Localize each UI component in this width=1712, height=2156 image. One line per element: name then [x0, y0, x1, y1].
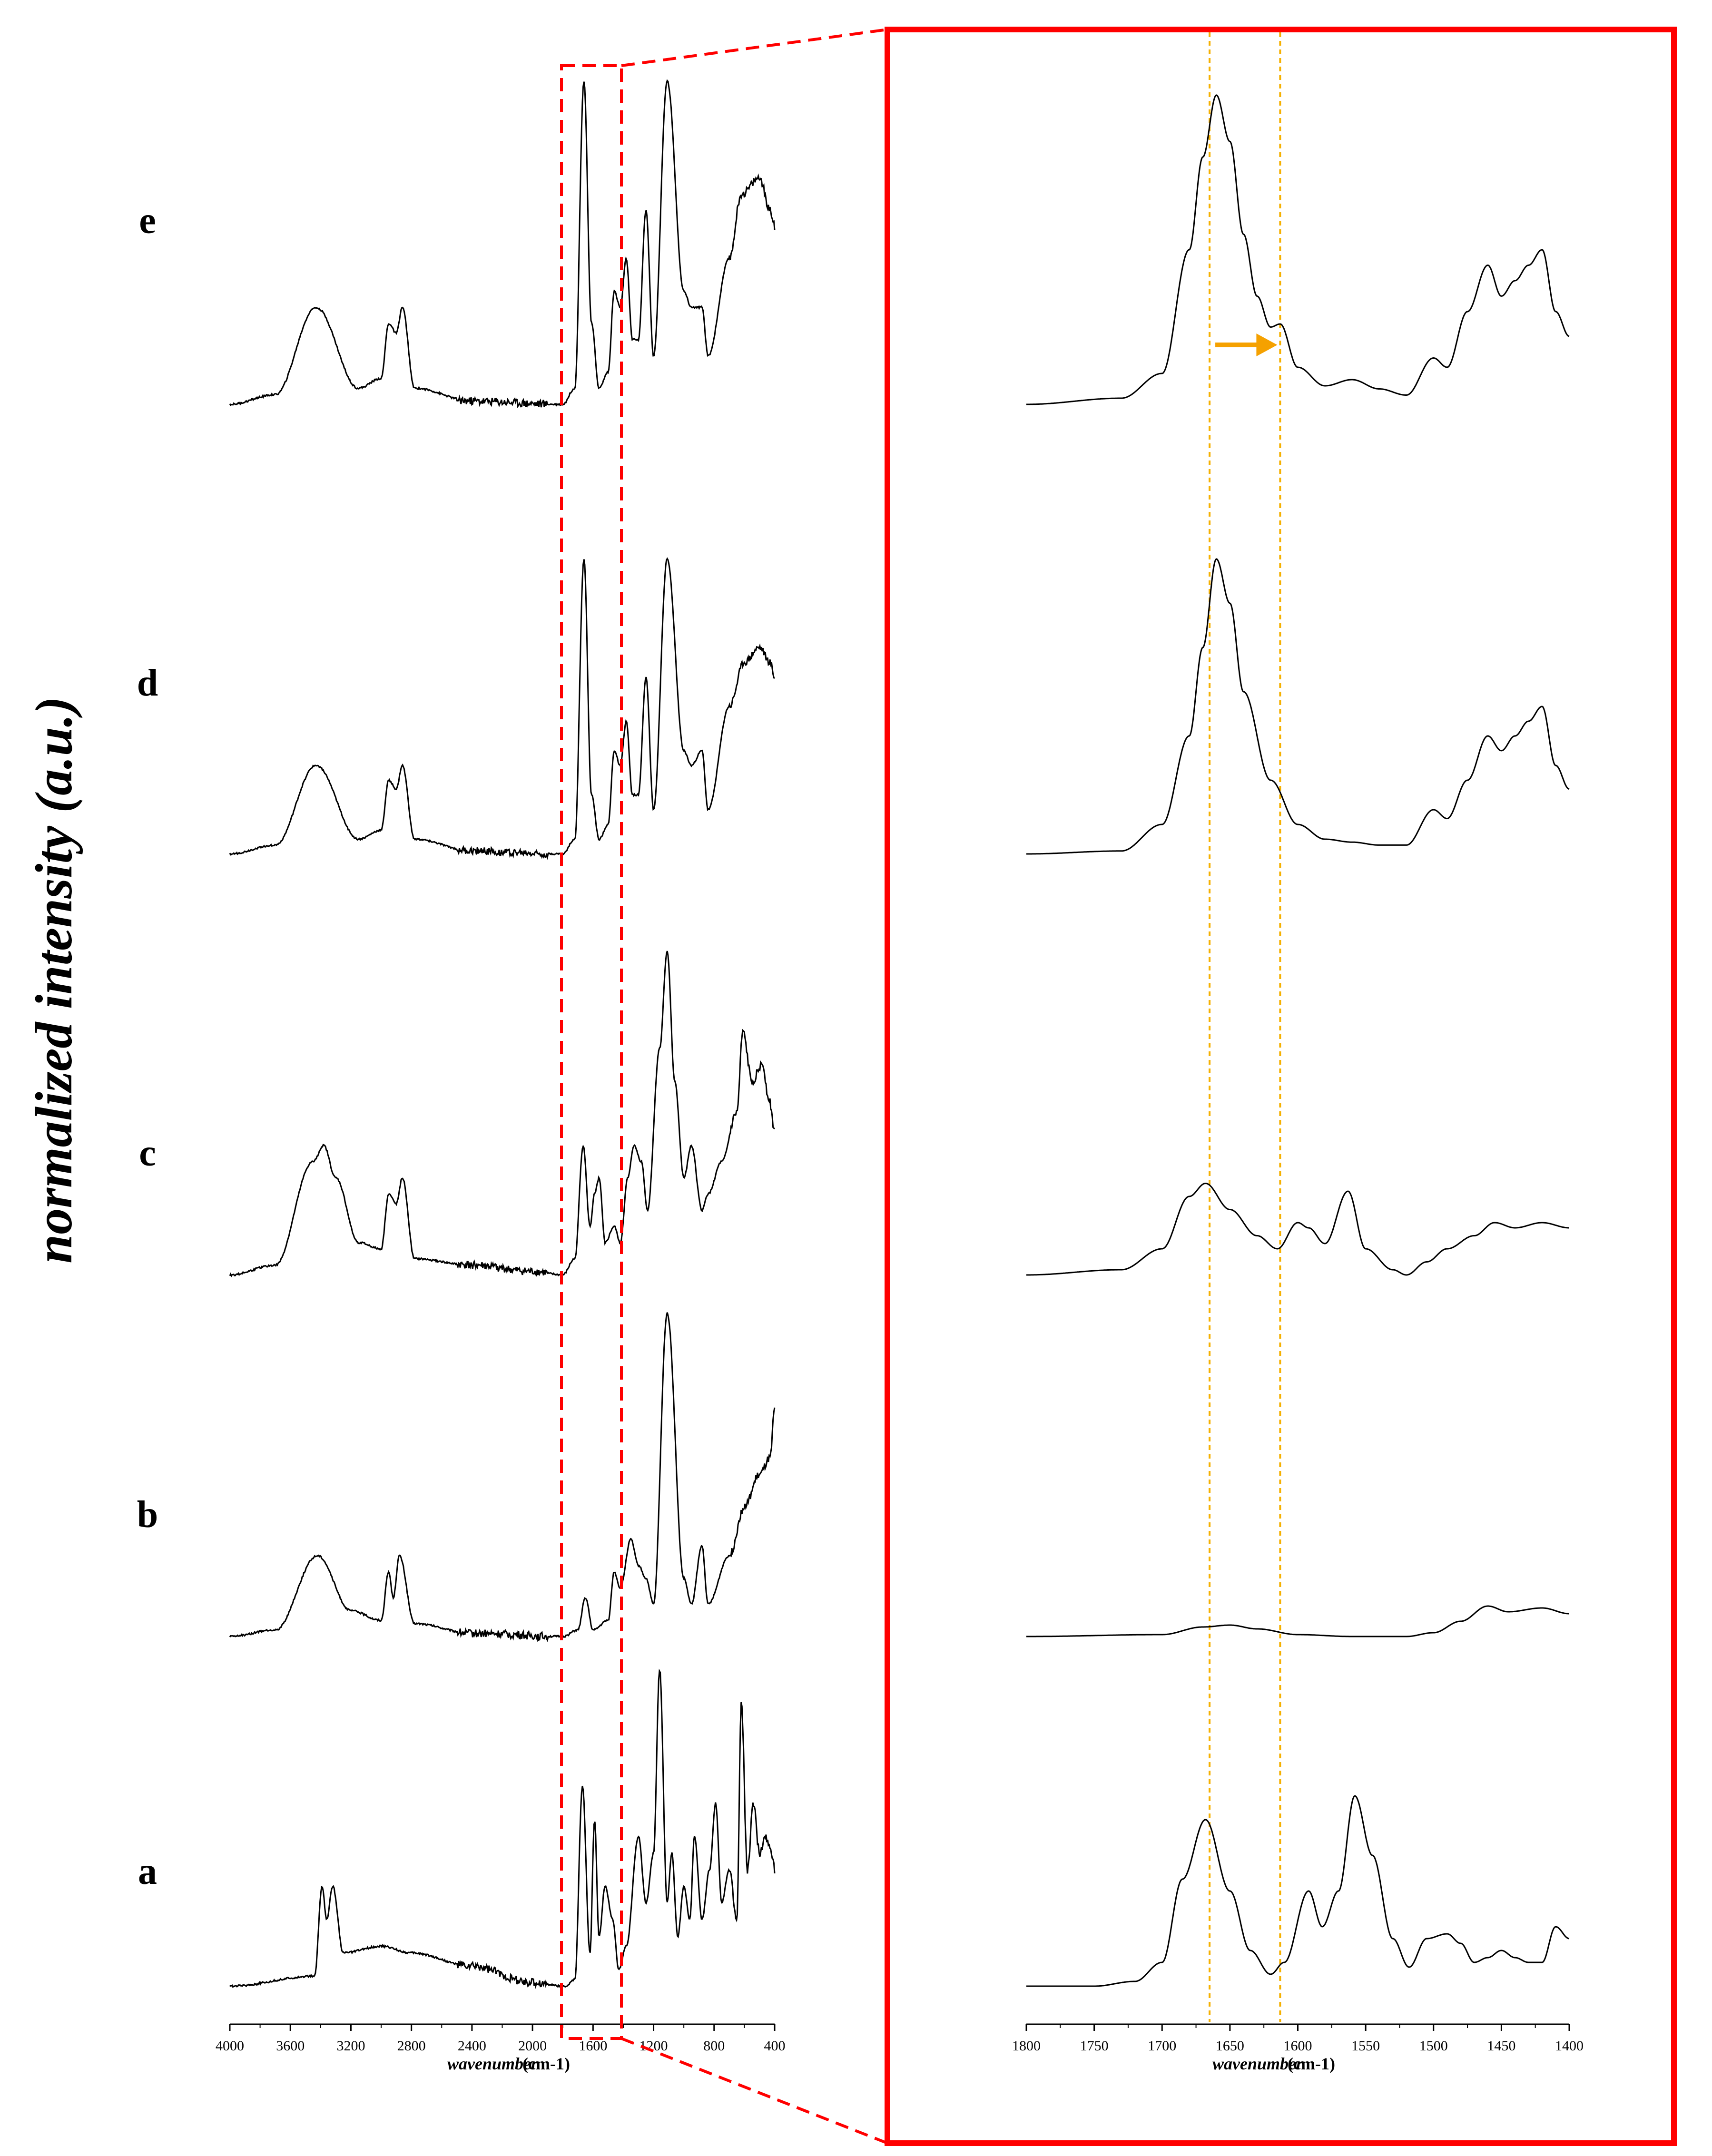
spectrum-line-a — [1026, 1795, 1570, 1987]
arrow-head — [1256, 333, 1278, 356]
x-tick-label: 3200 — [336, 2038, 365, 2054]
x-tick-label: 1800 — [1012, 2038, 1041, 2054]
spectrum-line-e — [229, 79, 776, 408]
spectrum-line-e — [1026, 94, 1570, 405]
zoom-connector-top — [621, 28, 888, 67]
x-tick-label: 2000 — [518, 2038, 547, 2054]
right-x-unit: (cm-1) — [1288, 2054, 1335, 2073]
right-x-ticks: 1800 1750 1700 1650 1600 1550 1500 1450 1400 — [1012, 2024, 1584, 2054]
trace-label-a: a — [138, 1851, 157, 1892]
right-traces — [1026, 94, 1570, 1987]
x-tick-label: 3600 — [276, 2038, 305, 2054]
spectrum-line-b — [229, 1312, 776, 1642]
left-x-ticks: 4000 3600 3200 2800 2400 2000 1600 1200 800 400 — [216, 2024, 786, 2054]
y-axis-label: normalized intensity (a.u.) — [25, 696, 83, 1264]
x-tick-label: 1600 — [579, 2038, 607, 2054]
spectrum-line-c — [229, 951, 776, 1278]
x-tick-label: 800 — [703, 2038, 725, 2054]
zoom-connector-bottom — [620, 2037, 888, 2145]
right-x-label: wavenumber — [1212, 2054, 1303, 2073]
x-tick-label: 1450 — [1487, 2038, 1515, 2054]
x-tick-label: 1600 — [1284, 2038, 1312, 2054]
shift-arrow — [1215, 333, 1278, 356]
trace-label-d: d — [137, 662, 158, 704]
trace-label-e: e — [139, 200, 156, 242]
left-panel: 4000 3600 3200 2800 2400 2000 1600 1200 800 400 w… — [216, 79, 786, 2073]
trace-labels: a b c d e — [137, 200, 158, 1892]
x-tick-label: 1750 — [1080, 2038, 1109, 2054]
spectrum-line-b — [1026, 1605, 1569, 1637]
zoom-indicator — [560, 28, 888, 2145]
spectrum-line-c — [1026, 1182, 1569, 1276]
guide-lines — [1209, 32, 1281, 2022]
x-tick-label: 1650 — [1216, 2038, 1244, 2054]
x-tick-label: 400 — [764, 2038, 786, 2054]
spectrum-line-d — [229, 557, 775, 860]
left-traces — [229, 79, 776, 1989]
trace-label-b: b — [137, 1494, 158, 1536]
x-tick-label: 1700 — [1148, 2038, 1176, 2054]
zoom-region-box — [560, 64, 623, 2040]
x-tick-label: 2400 — [458, 2038, 486, 2054]
trace-label-c: c — [139, 1132, 156, 1174]
x-tick-label: 1500 — [1419, 2038, 1448, 2054]
spectrum-line-d — [1026, 558, 1570, 855]
spectrum-line-a — [229, 1668, 776, 1989]
right-panel-frame — [885, 27, 1677, 2146]
x-tick-label: 4000 — [216, 2038, 244, 2054]
x-tick-label: 1400 — [1555, 2038, 1584, 2054]
left-x-unit: (cm-1) — [522, 2054, 570, 2073]
x-tick-label: 1550 — [1351, 2038, 1380, 2054]
right-panel: 1800 1750 1700 1650 1600 1550 1500 1450 1400 wav… — [885, 27, 1677, 2146]
x-tick-label: 2800 — [397, 2038, 426, 2054]
left-x-label: wavenumber — [447, 2054, 538, 2073]
